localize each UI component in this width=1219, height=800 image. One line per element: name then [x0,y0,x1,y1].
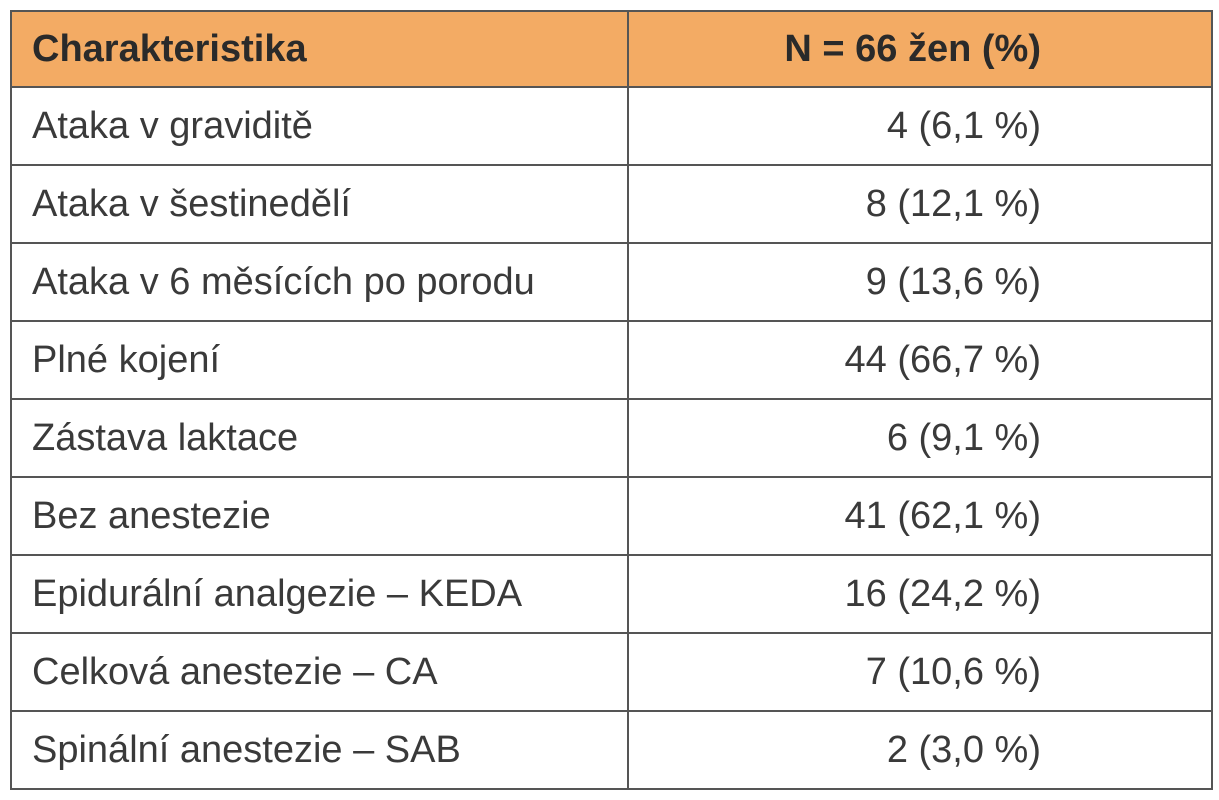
table-row: Zástava laktace 6 (9,1 %) [10,398,1213,478]
row-value: 7 (10,6 %) [627,632,1213,712]
table-row: Celková anestezie – CA 7 (10,6 %) [10,632,1213,712]
table-row: Ataka v graviditě 4 (6,1 %) [10,86,1213,166]
header-count: N = 66 žen (%) [627,10,1213,88]
row-value: 16 (24,2 %) [627,554,1213,634]
row-value: 41 (62,1 %) [627,476,1213,556]
row-value: 44 (66,7 %) [627,320,1213,400]
characteristics-table: Charakteristika N = 66 žen (%) Ataka v g… [10,10,1213,790]
table-row: Plné kojení 44 (66,7 %) [10,320,1213,400]
row-label: Celková anestezie – CA [10,632,629,712]
row-label: Ataka v 6 měsících po porodu [10,242,629,322]
row-value: 4 (6,1 %) [627,86,1213,166]
header-row: Charakteristika N = 66 žen (%) [10,10,1213,88]
row-label: Spinální anestezie – SAB [10,710,629,790]
row-value: 6 (9,1 %) [627,398,1213,478]
table-row: Spinální anestezie – SAB 2 (3,0 %) [10,710,1213,790]
row-label: Ataka v graviditě [10,86,629,166]
header-characteristic: Charakteristika [10,10,629,88]
table-row: Ataka v šestinedělí 8 (12,1 %) [10,164,1213,244]
row-label: Bez anestezie [10,476,629,556]
table-row: Ataka v 6 měsících po porodu 9 (13,6 %) [10,242,1213,322]
row-label: Epidurální analgezie – KEDA [10,554,629,634]
row-value: 9 (13,6 %) [627,242,1213,322]
row-label: Ataka v šestinedělí [10,164,629,244]
row-value: 2 (3,0 %) [627,710,1213,790]
row-label: Plné kojení [10,320,629,400]
row-label: Zástava laktace [10,398,629,478]
table-row: Epidurální analgezie – KEDA 16 (24,2 %) [10,554,1213,634]
table-row: Bez anestezie 41 (62,1 %) [10,476,1213,556]
row-value: 8 (12,1 %) [627,164,1213,244]
